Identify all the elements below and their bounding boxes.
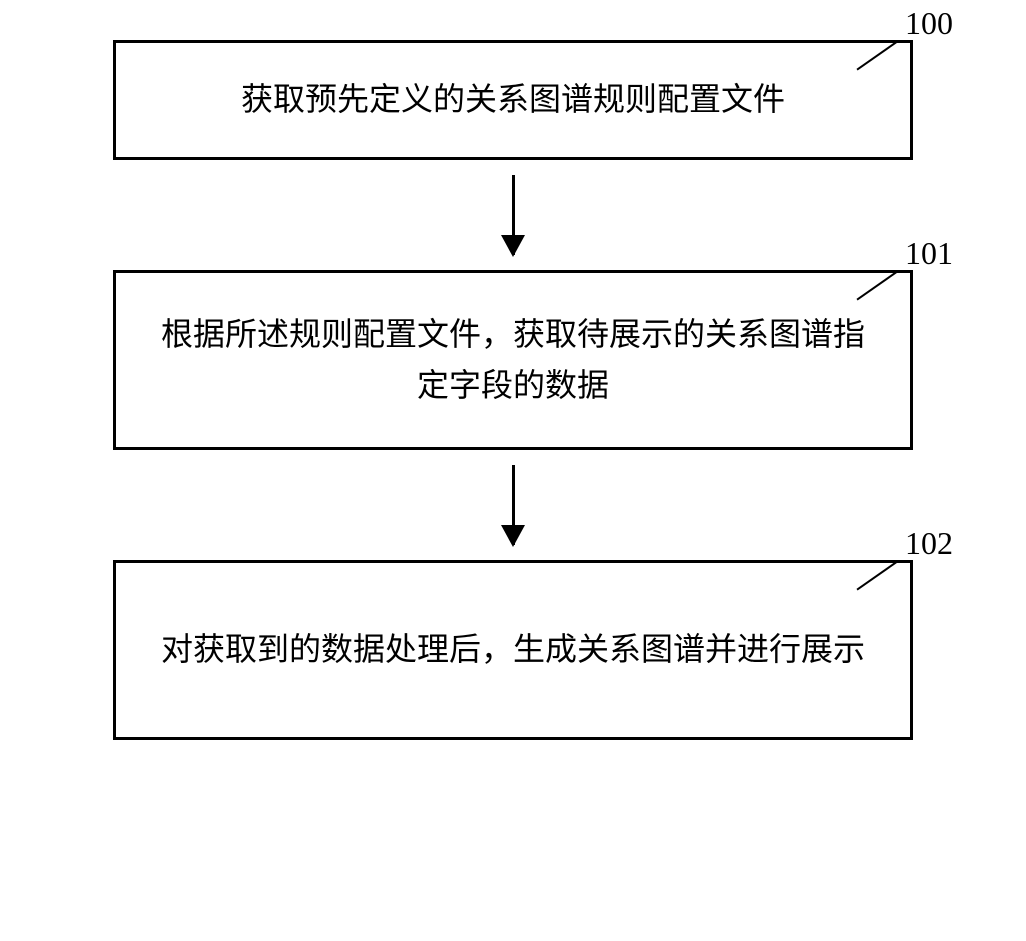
step-text-101: 根据所述规则配置文件，获取待展示的关系图谱指定字段的数据	[156, 309, 870, 411]
flowchart-container: 100 获取预先定义的关系图谱规则配置文件 101 根据所述规则配置文件，获取待…	[63, 40, 963, 740]
flowchart-step-102: 102 对获取到的数据处理后，生成关系图谱并进行展示	[63, 560, 963, 740]
step-box-102: 对获取到的数据处理后，生成关系图谱并进行展示	[113, 560, 913, 740]
flowchart-step-101: 101 根据所述规则配置文件，获取待展示的关系图谱指定字段的数据	[63, 270, 963, 450]
step-label-100: 100	[905, 5, 953, 42]
arrow-100-to-101	[512, 175, 515, 255]
arrow-container-1	[63, 160, 963, 270]
step-box-101: 根据所述规则配置文件，获取待展示的关系图谱指定字段的数据	[113, 270, 913, 450]
flowchart-step-100: 100 获取预先定义的关系图谱规则配置文件	[63, 40, 963, 160]
arrow-container-2	[63, 450, 963, 560]
step-text-102: 对获取到的数据处理后，生成关系图谱并进行展示	[161, 624, 865, 675]
step-label-102: 102	[905, 525, 953, 562]
step-label-101: 101	[905, 235, 953, 272]
step-box-100: 获取预先定义的关系图谱规则配置文件	[113, 40, 913, 160]
step-text-100: 获取预先定义的关系图谱规则配置文件	[241, 74, 785, 125]
arrow-101-to-102	[512, 465, 515, 545]
